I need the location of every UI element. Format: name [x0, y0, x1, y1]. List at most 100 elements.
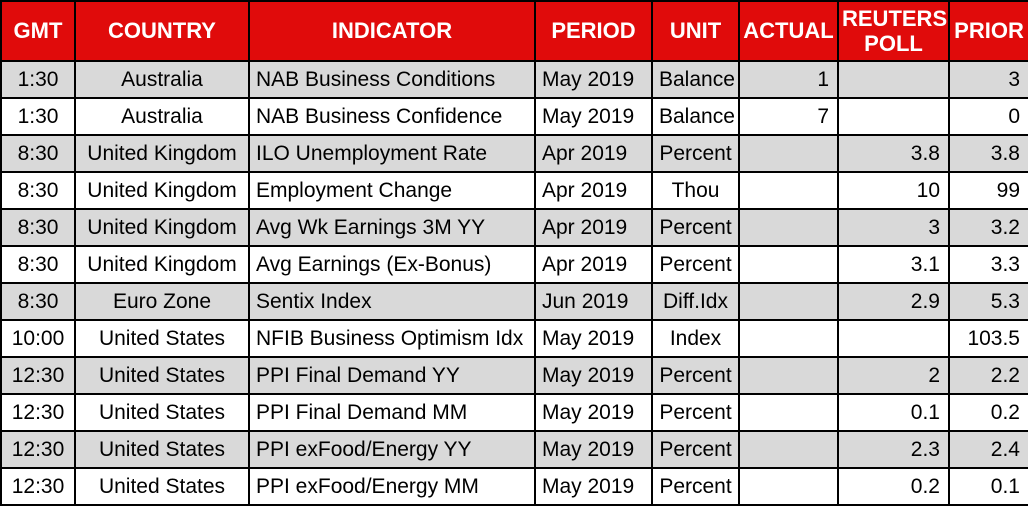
cell-actual	[738, 282, 839, 321]
cell-prior: 3	[948, 60, 1028, 99]
table-row: 8:30 United Kingdom ILO Unemployment Rate A…	[0, 134, 1028, 173]
cell-indicator: Employment Change	[248, 171, 536, 210]
cell-actual: 7	[738, 97, 839, 136]
cell-prior: 3.2	[948, 208, 1028, 247]
cell-indicator: NAB Business Confidence	[248, 97, 536, 136]
cell-gmt: 12:30	[0, 356, 76, 395]
table-row: 8:30 United Kingdom Avg Wk Earnings 3M YY A…	[0, 208, 1028, 247]
cell-reuters_poll: 0.1	[837, 393, 950, 432]
cell-period: Apr 2019	[534, 134, 653, 173]
cell-indicator: PPI exFood/Energy MM	[248, 467, 536, 506]
cell-actual	[738, 134, 839, 173]
cell-indicator: NAB Business Conditions	[248, 60, 536, 99]
cell-country: Euro Zone	[74, 282, 250, 321]
cell-reuters_poll: 10	[837, 171, 950, 210]
cell-gmt: 10:00	[0, 319, 76, 358]
cell-unit: Thou	[651, 171, 740, 210]
cell-actual: 1	[738, 60, 839, 99]
cell-gmt: 1:30	[0, 60, 76, 99]
table-row: 12:30 United States PPI exFood/Energy MM Ma…	[0, 467, 1028, 506]
cell-period: May 2019	[534, 319, 653, 358]
cell-unit: Balance	[651, 97, 740, 136]
cell-prior: 3.3	[948, 245, 1028, 284]
cell-gmt: 8:30	[0, 245, 76, 284]
cell-country: Australia	[74, 60, 250, 99]
cell-period: May 2019	[534, 97, 653, 136]
header-cell-indicator: INDICATOR	[248, 0, 536, 62]
cell-actual	[738, 171, 839, 210]
table-row: 10:00 United States NFIB Business Optimism…	[0, 319, 1028, 358]
cell-actual	[738, 430, 839, 469]
cell-actual	[738, 208, 839, 247]
cell-gmt: 8:30	[0, 208, 76, 247]
cell-country: United Kingdom	[74, 171, 250, 210]
cell-prior: 5.3	[948, 282, 1028, 321]
cell-prior: 0.1	[948, 467, 1028, 506]
cell-unit: Percent	[651, 467, 740, 506]
cell-country: United States	[74, 430, 250, 469]
cell-period: May 2019	[534, 467, 653, 506]
cell-gmt: 12:30	[0, 393, 76, 432]
cell-actual	[738, 467, 839, 506]
cell-indicator: PPI Final Demand YY	[248, 356, 536, 395]
table-row: 1:30 Australia NAB Business Conditions May …	[0, 60, 1028, 99]
cell-gmt: 12:30	[0, 430, 76, 469]
cell-indicator: PPI Final Demand MM	[248, 393, 536, 432]
cell-unit: Percent	[651, 134, 740, 173]
table-row: 12:30 United States PPI exFood/Energy YY Ma…	[0, 430, 1028, 469]
cell-unit: Percent	[651, 208, 740, 247]
cell-prior: 0.2	[948, 393, 1028, 432]
cell-reuters_poll: 2.9	[837, 282, 950, 321]
cell-unit: Percent	[651, 356, 740, 395]
cell-reuters_poll: 3.8	[837, 134, 950, 173]
cell-gmt: 1:30	[0, 97, 76, 136]
cell-country: United Kingdom	[74, 245, 250, 284]
cell-prior: 2.2	[948, 356, 1028, 395]
cell-period: May 2019	[534, 356, 653, 395]
cell-prior: 3.8	[948, 134, 1028, 173]
cell-actual	[738, 393, 839, 432]
header-row: GMT COUNTRY INDICATOR PERIOD UNIT ACTUAL REUTE…	[0, 0, 1028, 62]
cell-indicator: Avg Wk Earnings 3M YY	[248, 208, 536, 247]
cell-gmt: 8:30	[0, 282, 76, 321]
cell-prior: 103.5	[948, 319, 1028, 358]
table-row: 8:30 Euro Zone Sentix Index Jun 2019 Diff.Id…	[0, 282, 1028, 321]
cell-period: May 2019	[534, 60, 653, 99]
cell-indicator: Sentix Index	[248, 282, 536, 321]
cell-period: Apr 2019	[534, 245, 653, 284]
cell-unit: Percent	[651, 430, 740, 469]
cell-reuters_poll: 2.3	[837, 430, 950, 469]
cell-gmt: 8:30	[0, 171, 76, 210]
cell-unit: Diff.Idx	[651, 282, 740, 321]
cell-actual	[738, 356, 839, 395]
table-body: 1:30 Australia NAB Business Conditions May …	[0, 60, 1028, 506]
header-cell-prior: PRIOR	[948, 0, 1028, 62]
table-row: 8:30 United Kingdom Avg Earnings (Ex-Bonus…	[0, 245, 1028, 284]
cell-country: United States	[74, 319, 250, 358]
table-row: 12:30 United States PPI Final Demand YY May…	[0, 356, 1028, 395]
cell-reuters_poll	[837, 60, 950, 99]
cell-indicator: Avg Earnings (Ex-Bonus)	[248, 245, 536, 284]
cell-unit: Percent	[651, 245, 740, 284]
cell-gmt: 12:30	[0, 467, 76, 506]
cell-country: United Kingdom	[74, 208, 250, 247]
table-row: 8:30 United Kingdom Employment Change Apr 2…	[0, 171, 1028, 210]
cell-unit: Balance	[651, 60, 740, 99]
cell-country: United States	[74, 467, 250, 506]
cell-country: Australia	[74, 97, 250, 136]
cell-unit: Index	[651, 319, 740, 358]
cell-indicator: ILO Unemployment Rate	[248, 134, 536, 173]
header-cell-period: PERIOD	[534, 0, 653, 62]
cell-period: May 2019	[534, 430, 653, 469]
cell-unit: Percent	[651, 393, 740, 432]
header-cell-actual: ACTUAL	[738, 0, 839, 62]
cell-country: United Kingdom	[74, 134, 250, 173]
cell-gmt: 8:30	[0, 134, 76, 173]
cell-reuters_poll: 3.1	[837, 245, 950, 284]
cell-reuters_poll	[837, 319, 950, 358]
cell-period: Apr 2019	[534, 171, 653, 210]
cell-prior: 0	[948, 97, 1028, 136]
cell-reuters_poll: 2	[837, 356, 950, 395]
